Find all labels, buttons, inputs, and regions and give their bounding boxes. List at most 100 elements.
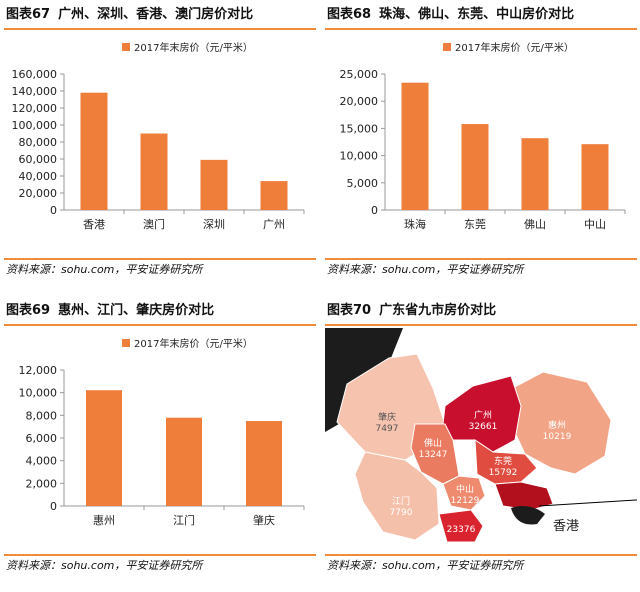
map-value-guangzhou: 32661	[469, 422, 498, 432]
map-value-huizhou: 10219	[543, 432, 572, 442]
y-tick-label: 15,000	[340, 122, 379, 135]
legend-label: 2017年末房价（元/平米）	[455, 41, 574, 54]
y-tick-label: 0	[50, 204, 57, 217]
map-label-guangzhou: 广州	[474, 409, 492, 421]
source-rule	[325, 554, 637, 556]
price-map: 肇庆 7497 广州 32661 惠州 10219 佛山 13247 东莞 15…	[325, 328, 637, 552]
figure-title: 广东省九市房价对比	[379, 303, 497, 318]
hong-kong-area	[511, 506, 545, 525]
legend-swatch	[122, 43, 130, 51]
source-rule	[325, 258, 637, 260]
bar	[200, 159, 228, 210]
figure-title: 广州、深圳、香港、澳门房价对比	[58, 7, 254, 22]
bar	[86, 390, 122, 506]
x-tick-label: 江门	[173, 513, 195, 527]
map-label-hongkong: 香港	[553, 519, 579, 534]
bar	[80, 92, 108, 210]
figure-number: 图表70	[327, 303, 372, 318]
source-note: 资料来源：sohu.com，平安证券研究所	[327, 263, 524, 276]
y-tick-label: 20,000	[340, 95, 379, 108]
bar-chart-67: 2017年末房价（元/平米） 0 20,000 40,000 60,000 80,000 1…	[12, 41, 305, 231]
figure-title: 珠海、佛山、东莞、中山房价对比	[379, 7, 575, 22]
x-tick-label: 珠海	[404, 217, 426, 231]
panel-title: 图表70 广东省九市房价对比	[327, 300, 496, 322]
bar	[401, 82, 429, 210]
map-label-foshan: 佛山	[424, 437, 442, 449]
x-tick-label: 深圳	[203, 218, 225, 231]
y-tick-label: 160,000	[12, 68, 58, 81]
map-value-dongguan: 15792	[489, 468, 518, 478]
map-label-jiangmen: 江门	[392, 495, 410, 507]
region-zhongshan	[442, 475, 486, 511]
y-tick-label: 2,000	[26, 477, 58, 490]
title-rule	[325, 28, 637, 30]
source-rule	[4, 554, 316, 556]
map-value-zhongshan: 12129	[451, 496, 480, 506]
source-note: 资料来源：sohu.com，平安证券研究所	[6, 559, 203, 572]
figure-number: 图表68	[327, 7, 372, 22]
source-rule	[4, 258, 316, 260]
map-label-dongguan: 东莞	[494, 455, 512, 467]
x-tick-label: 广州	[263, 218, 285, 231]
title-rule	[325, 324, 637, 326]
chart-panel-68: 图表68 珠海、佛山、东莞、中山房价对比 2017年末房价（元/平米） 0 5,000…	[325, 4, 637, 282]
region-shenzhen	[494, 481, 554, 511]
y-tick-label: 5,000	[347, 177, 379, 190]
y-tick-label: 10,000	[340, 150, 379, 163]
x-tick-label: 东莞	[464, 218, 486, 231]
map-label-huizhou: 惠州	[548, 419, 566, 431]
y-tick-label: 8,000	[26, 409, 58, 422]
map-value-jiangmen: 7790	[390, 508, 413, 518]
map-label-zhaoqing: 肇庆	[378, 411, 396, 423]
panel-title: 图表69 惠州、江门、肇庆房价对比	[6, 300, 214, 322]
y-tick-label: 80,000	[19, 136, 58, 149]
x-tick-label: 佛山	[524, 218, 546, 231]
region-huizhou	[508, 371, 612, 475]
panel-title: 图表67 广州、深圳、香港、澳门房价对比	[6, 4, 253, 26]
bar	[461, 124, 489, 210]
title-rule	[4, 28, 316, 30]
y-tick-label: 60,000	[19, 153, 58, 166]
region-jiangmen	[354, 451, 440, 541]
source-note: 资料来源：sohu.com，平安证券研究所	[6, 263, 203, 276]
bar	[521, 138, 549, 210]
legend-swatch	[443, 43, 451, 51]
bar	[581, 144, 609, 210]
bar-chart-69: 2017年末房价（元/平米） 0 2,000 4,000 6,000 8,000 10,00…	[19, 337, 305, 527]
x-tick-label: 肇庆	[253, 513, 275, 527]
figure-number: 图表69	[6, 303, 51, 318]
map-value-zhaoqing: 7497	[376, 424, 399, 434]
map-label-zhongshan: 中山	[456, 483, 474, 495]
region-zhuhai	[438, 509, 484, 543]
legend-label: 2017年末房价（元/平米）	[134, 337, 253, 350]
region-dongguan	[474, 439, 538, 485]
y-tick-label: 25,000	[340, 68, 379, 81]
chart-panel-67: 图表67 广州、深圳、香港、澳门房价对比 2017年末房价（元/平米） 0 20,00…	[4, 4, 316, 282]
map-value-foshan: 13247	[419, 450, 448, 460]
x-tick-label: 澳门	[143, 217, 165, 231]
x-tick-label: 中山	[584, 218, 606, 231]
y-tick-label: 20,000	[19, 187, 58, 200]
map-panel-70: 图表70 广东省九市房价对比 肇庆 7497 广州 32661 惠州 10219 …	[325, 300, 637, 578]
sea-area	[445, 496, 637, 552]
bar	[260, 181, 288, 210]
y-tick-label: 10,000	[19, 387, 58, 400]
y-tick-label: 140,000	[12, 85, 58, 98]
legend-label: 2017年末房价（元/平米）	[134, 41, 253, 54]
x-tick-label: 香港	[83, 218, 105, 231]
bar	[246, 421, 282, 506]
title-rule	[4, 324, 316, 326]
x-tick-label: 惠州	[93, 513, 115, 527]
panel-title: 图表68 珠海、佛山、东莞、中山房价对比	[327, 4, 574, 26]
legend-swatch	[122, 339, 130, 347]
y-tick-label: 4,000	[26, 455, 58, 468]
bar-chart-68: 2017年末房价（元/平米） 0 5,000 10,000 15,000 20,000 25…	[340, 41, 626, 231]
y-tick-label: 12,000	[19, 364, 58, 377]
bar	[166, 417, 202, 506]
chart-panel-69: 图表69 惠州、江门、肇庆房价对比 2017年末房价（元/平米） 0 2,000 4,0…	[4, 300, 316, 578]
source-note: 资料来源：sohu.com，平安证券研究所	[327, 559, 524, 572]
y-tick-label: 120,000	[12, 102, 58, 115]
map-border-line	[538, 499, 637, 507]
figure-number: 图表67	[6, 7, 51, 22]
y-tick-label: 0	[50, 500, 57, 513]
